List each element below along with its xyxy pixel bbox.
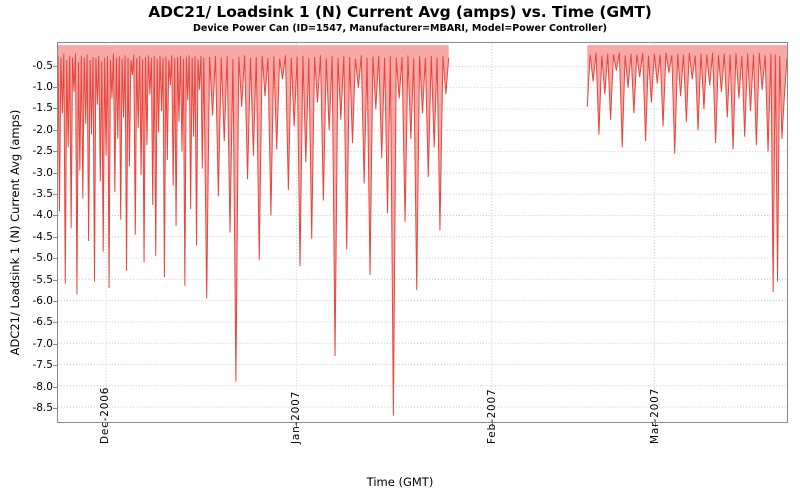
x-tick-mark: [105, 423, 107, 427]
y-tick-mark: [53, 236, 57, 238]
y-tick-mark: [53, 301, 57, 302]
y-tick-label: -2.5: [32, 145, 54, 158]
y-tick-label: -4.5: [32, 230, 54, 243]
y-tick-label: -3.0: [32, 166, 54, 179]
chart-subtitle: Device Power Can (ID=1547, Manufacturer=…: [193, 23, 607, 34]
y-tick-mark: [53, 151, 57, 153]
x-tick-label: Jan-2007: [290, 390, 302, 444]
y-tick-label: -5.5: [32, 273, 54, 286]
chart-title: ADC21/ Loadsink 1 (N) Current Avg (amps)…: [148, 3, 652, 21]
x-axis-title: Time (GMT): [366, 475, 434, 489]
data-series: [58, 45, 787, 416]
y-tick-mark: [53, 365, 57, 367]
x-tick-label: Feb-2007: [485, 388, 498, 444]
y-tick-label: -7.5: [32, 359, 54, 372]
y-axis-ticks: -0.5 -1.0 -1.5 -2.0 -2.5 -3.0 -3.5 -4.0 -4.5 -5.0…: [0, 0, 57, 500]
y-tick-label: -2.0: [32, 123, 54, 136]
y-tick-label: -0.5: [32, 59, 54, 72]
x-tick-mark: [491, 423, 493, 427]
x-tick-label: Dec-2006: [99, 386, 112, 444]
y-tick-mark: [53, 279, 57, 281]
y-tick-mark: [53, 408, 57, 409]
y-tick-label: -8.5: [32, 402, 54, 414]
y-tick-mark: [53, 343, 57, 345]
y-tick-label: -8.0: [32, 380, 54, 393]
y-tick-mark: [53, 322, 57, 324]
y-tick-label: -1.0: [32, 80, 54, 93]
y-tick-mark: [53, 258, 57, 260]
y-tick-mark: [53, 129, 57, 131]
y-tick-mark: [53, 65, 57, 67]
y-tick-label: -7.0: [32, 337, 54, 350]
y-tick-label: -6.5: [32, 316, 54, 329]
y-tick-label: -6.0: [32, 295, 54, 307]
y-tick-label: -4.0: [32, 209, 54, 222]
x-tick-label: Mar-2007: [649, 387, 661, 444]
y-tick-mark: [53, 194, 57, 195]
y-tick-mark: [53, 172, 57, 174]
y-tick-mark: [53, 108, 57, 110]
plot-area: [57, 42, 788, 423]
y-tick-mark: [53, 86, 57, 88]
y-tick-mark: [53, 215, 57, 217]
y-tick-label: -5.0: [32, 252, 54, 265]
y-tick-label: -1.5: [32, 102, 54, 115]
y-tick-label: -3.5: [32, 188, 54, 200]
x-tick-mark: [655, 423, 656, 427]
y-tick-mark: [53, 386, 57, 388]
x-tick-mark: [296, 423, 297, 427]
